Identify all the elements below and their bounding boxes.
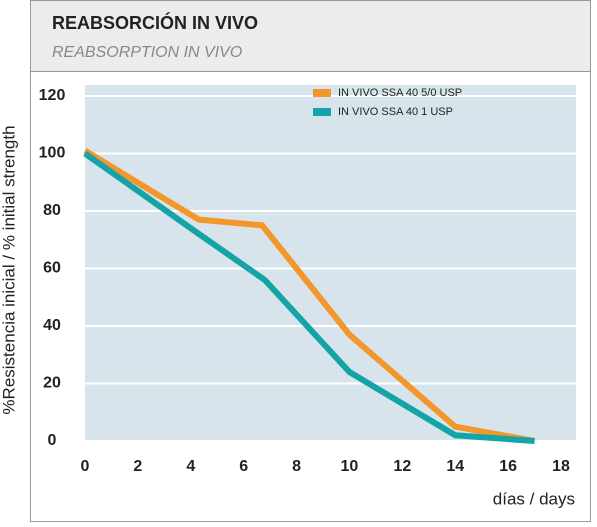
x-tick-label: 18 bbox=[552, 458, 570, 475]
y-tick-label: 80 bbox=[43, 202, 61, 219]
x-tick-label: 4 bbox=[186, 458, 195, 475]
y-tick-label: 120 bbox=[39, 87, 66, 104]
plot-area bbox=[85, 85, 576, 441]
y-tick-label: 0 bbox=[48, 432, 57, 449]
x-tick-label: 12 bbox=[393, 458, 411, 475]
x-tick-label: 14 bbox=[446, 458, 464, 475]
x-tick-label: 16 bbox=[499, 458, 517, 475]
legend-swatch bbox=[313, 108, 331, 116]
y-tick-label: 40 bbox=[43, 317, 61, 334]
y-tick-label: 60 bbox=[43, 260, 61, 277]
legend-label: IN VIVO SSA 40 5/0 USP bbox=[338, 87, 462, 99]
line-series bbox=[83, 148, 536, 444]
x-tick-label: 6 bbox=[239, 458, 248, 475]
x-tick-label: 10 bbox=[341, 458, 359, 475]
chart-subtitle: REABSORPTION IN VIVO bbox=[52, 44, 242, 61]
x-tick-label: 0 bbox=[81, 458, 90, 475]
y-tick-label: 100 bbox=[39, 145, 66, 162]
line-series bbox=[83, 151, 535, 444]
y-axis-label: %Resistencia inicial / % initial strengt… bbox=[0, 125, 18, 414]
legend-label: IN VIVO SSA 40 1 USP bbox=[338, 106, 453, 118]
y-tick-label: 20 bbox=[43, 375, 61, 392]
header bbox=[30, 0, 591, 72]
x-tick-label: 2 bbox=[133, 458, 142, 475]
x-axis-label: días / days bbox=[493, 489, 575, 508]
chart-title: REABSORCIÓN IN VIVO bbox=[52, 12, 258, 33]
legend-swatch bbox=[313, 89, 331, 97]
x-tick-label: 8 bbox=[292, 458, 301, 475]
